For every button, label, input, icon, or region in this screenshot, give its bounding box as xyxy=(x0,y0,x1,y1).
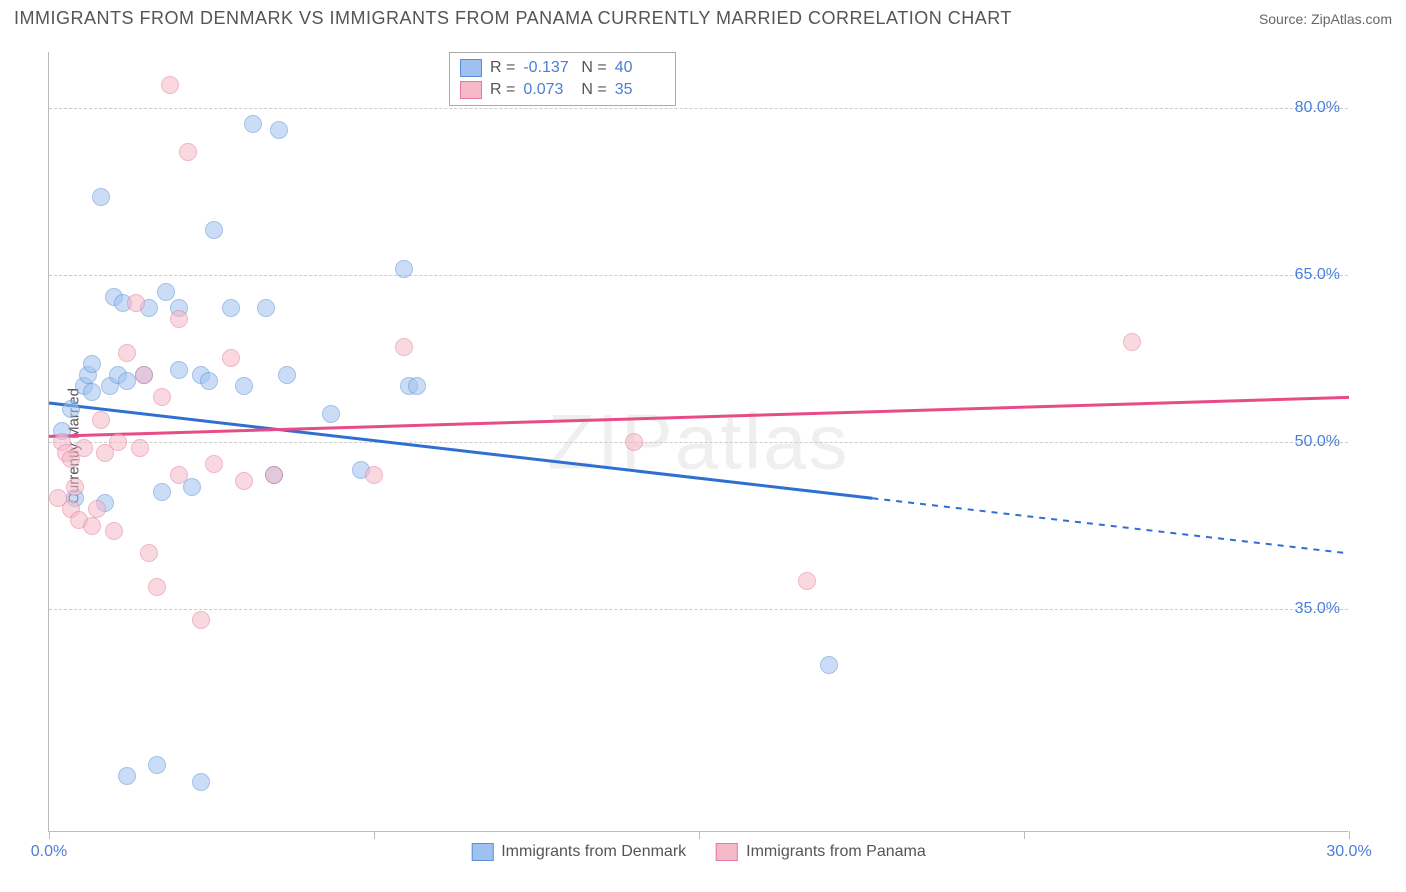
data-point xyxy=(798,572,816,590)
data-point xyxy=(62,400,80,418)
data-point xyxy=(395,338,413,356)
legend-swatch xyxy=(460,81,482,99)
n-value: 40 xyxy=(615,59,665,77)
legend-swatch xyxy=(460,59,482,77)
data-point xyxy=(118,767,136,785)
r-label: R = xyxy=(490,59,515,77)
source-attribution: Source: ZipAtlas.com xyxy=(1259,11,1392,27)
data-point xyxy=(118,372,136,390)
correlation-legend: R = -0.137 N = 40 R = 0.073 N = 35 xyxy=(449,52,676,106)
data-point xyxy=(365,466,383,484)
legend-row: R = -0.137 N = 40 xyxy=(460,57,665,79)
legend-swatch xyxy=(716,843,738,861)
y-tick-label: 65.0% xyxy=(1295,266,1340,284)
data-point xyxy=(92,411,110,429)
x-tick xyxy=(1349,831,1350,839)
data-point xyxy=(153,388,171,406)
data-point xyxy=(235,472,253,490)
data-point xyxy=(157,283,175,301)
x-tick xyxy=(1024,831,1025,839)
legend-row: R = 0.073 N = 35 xyxy=(460,79,665,101)
data-point xyxy=(170,361,188,379)
data-point xyxy=(179,143,197,161)
header: IMMIGRANTS FROM DENMARK VS IMMIGRANTS FR… xyxy=(0,0,1406,33)
y-tick-label: 35.0% xyxy=(1295,600,1340,618)
legend-label: Immigrants from Denmark xyxy=(501,843,686,861)
chart-title: IMMIGRANTS FROM DENMARK VS IMMIGRANTS FR… xyxy=(14,8,1012,29)
data-point xyxy=(244,115,262,133)
gridline xyxy=(49,609,1348,610)
y-tick-label: 80.0% xyxy=(1295,99,1340,117)
data-point xyxy=(127,294,145,312)
data-point xyxy=(83,355,101,373)
r-value: -0.137 xyxy=(523,59,573,77)
data-point xyxy=(192,773,210,791)
data-point xyxy=(161,76,179,94)
n-label: N = xyxy=(581,59,606,77)
data-point xyxy=(625,433,643,451)
x-tick xyxy=(374,831,375,839)
n-value: 35 xyxy=(615,81,665,99)
data-point xyxy=(148,756,166,774)
data-point xyxy=(75,439,93,457)
gridline xyxy=(49,275,1348,276)
data-point xyxy=(83,383,101,401)
data-point xyxy=(395,260,413,278)
data-point xyxy=(118,344,136,362)
gridline xyxy=(49,108,1348,109)
data-point xyxy=(1123,333,1141,351)
data-point xyxy=(222,349,240,367)
data-point xyxy=(820,656,838,674)
n-label: N = xyxy=(581,81,606,99)
data-point xyxy=(200,372,218,390)
x-tick-label: 30.0% xyxy=(1326,843,1371,861)
x-tick-label: 0.0% xyxy=(31,843,67,861)
data-point xyxy=(109,433,127,451)
data-point xyxy=(83,517,101,535)
data-point xyxy=(205,455,223,473)
data-point xyxy=(153,483,171,501)
data-point xyxy=(270,121,288,139)
data-point xyxy=(235,377,253,395)
data-point xyxy=(222,299,240,317)
data-point xyxy=(322,405,340,423)
series-legend: Immigrants from Denmark Immigrants from P… xyxy=(471,843,926,861)
chart-plot-area: ZIPatlas 35.0%50.0%65.0%80.0%0.0%30.0%R … xyxy=(48,52,1348,832)
data-point xyxy=(135,366,153,384)
x-tick xyxy=(49,831,50,839)
legend-label: Immigrants from Panama xyxy=(746,843,926,861)
data-point xyxy=(170,310,188,328)
data-point xyxy=(148,578,166,596)
data-point xyxy=(140,544,158,562)
r-value: 0.073 xyxy=(523,81,573,99)
legend-item: Immigrants from Panama xyxy=(716,843,926,861)
data-point xyxy=(105,522,123,540)
gridline xyxy=(49,442,1348,443)
legend-item: Immigrants from Denmark xyxy=(471,843,686,861)
y-tick-label: 50.0% xyxy=(1295,433,1340,451)
data-point xyxy=(265,466,283,484)
data-point xyxy=(278,366,296,384)
data-point xyxy=(66,478,84,496)
legend-swatch xyxy=(471,843,493,861)
data-point xyxy=(192,611,210,629)
data-point xyxy=(131,439,149,457)
data-point xyxy=(205,221,223,239)
data-point xyxy=(88,500,106,518)
data-point xyxy=(408,377,426,395)
r-label: R = xyxy=(490,81,515,99)
data-point xyxy=(257,299,275,317)
data-point xyxy=(92,188,110,206)
data-point xyxy=(170,466,188,484)
x-tick xyxy=(699,831,700,839)
